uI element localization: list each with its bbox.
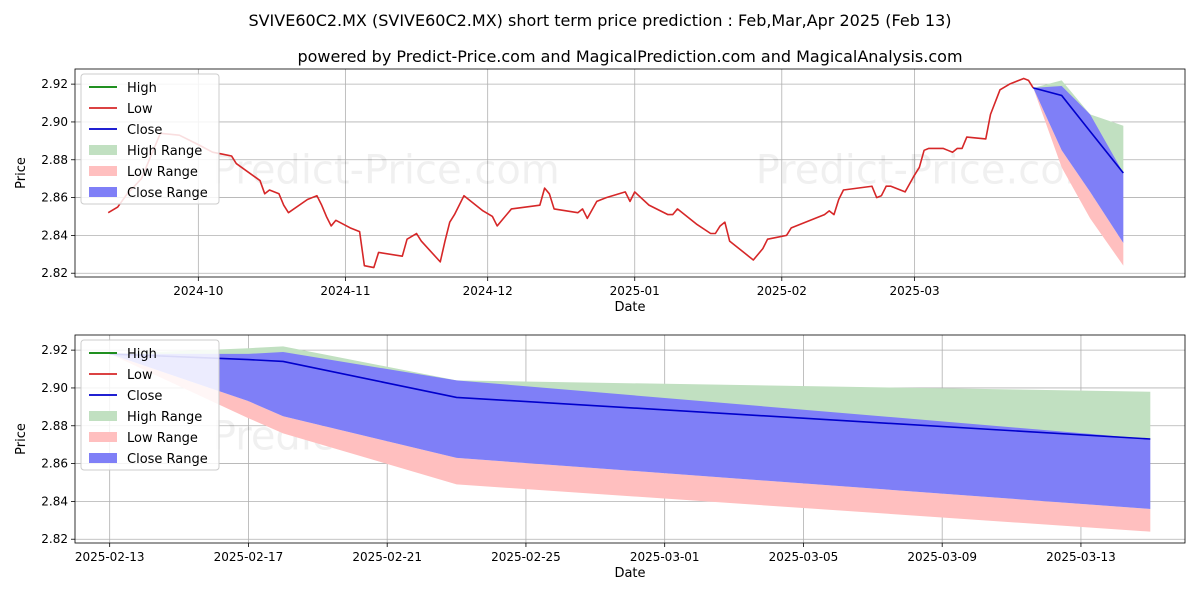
x-tick-label: 2025-03-13 <box>1046 550 1116 564</box>
x-tick-label: 2025-02-25 <box>491 550 561 564</box>
legend-entry: Close Range <box>127 186 208 201</box>
x-tick-label: 2025-03-05 <box>769 550 839 564</box>
y-tick-label: 2.86 <box>41 191 68 205</box>
x-tick-label: 2025-03-01 <box>630 550 700 564</box>
x-axis-label: Date <box>614 300 645 315</box>
legend-swatch-patch <box>89 166 117 176</box>
low-range-band <box>109 353 1151 532</box>
legend-entry: Close <box>127 123 162 138</box>
y-axis-label: Price <box>14 423 29 455</box>
x-axis-label: Date <box>614 566 645 581</box>
chart-subtitle: powered by Predict-Price.com and Magical… <box>297 47 962 66</box>
legend-entry: Close Range <box>127 452 208 467</box>
bottom-panel: 2025-02-13 2025-02-17 2025-02-21 2025-02-25… <box>14 334 1186 581</box>
legend-entry: Low Range <box>127 165 198 180</box>
plot-frame <box>74 334 1186 544</box>
legend-entry: Low <box>127 368 153 383</box>
watermark-left: Predict-Price.com <box>212 147 560 193</box>
y-tick-label: 2.88 <box>41 153 68 167</box>
legend-swatch-patch <box>89 145 117 155</box>
close-range-band <box>109 352 1151 509</box>
low-range-band <box>1033 87 1124 266</box>
legend-entry: High <box>127 81 157 96</box>
y-tick-label: 2.90 <box>41 115 68 129</box>
legend-entry: High <box>127 347 157 362</box>
y-tick-label: 2.90 <box>41 381 68 395</box>
y-tick-label: 2.86 <box>41 457 68 471</box>
plot-area <box>107 77 1124 269</box>
close-series-line <box>1032 87 1124 174</box>
legend-entry: High Range <box>127 144 202 159</box>
legend-swatch-patch <box>89 187 117 197</box>
legend-entry: Low <box>127 102 153 117</box>
x-tick-label: 2025-03 <box>890 284 940 298</box>
y-tick-label: 2.84 <box>41 494 68 508</box>
x-tick-label: 2025-02-21 <box>352 550 422 564</box>
y-axis-label: Price <box>14 157 29 189</box>
x-tick-label: 2024-12 <box>463 284 513 298</box>
close-range-band <box>1033 86 1124 243</box>
x-tick-label: 2024-10 <box>173 284 223 298</box>
top-panel: 2024-10 2024-11 2024-12 2025-01 2025-02 2025-… <box>14 68 1186 315</box>
legend-entry: High Range <box>127 410 202 425</box>
x-tick-label: 2025-03-09 <box>907 550 977 564</box>
legend: High Low Close High Range Low Range Close Ran… <box>80 339 220 471</box>
x-tick-label: 2025-02 <box>757 284 807 298</box>
low-series-line <box>107 77 1034 269</box>
y-tick-label: 2.88 <box>41 419 68 433</box>
y-tick-label: 2.92 <box>41 343 68 357</box>
watermark-right: Predict-Price.com <box>756 147 1104 193</box>
x-tick-label: 2025-02-17 <box>214 550 284 564</box>
x-tick-label: 2025-02-13 <box>75 550 145 564</box>
legend-entry: Close <box>127 389 162 404</box>
y-tick-label: 2.92 <box>41 77 68 91</box>
y-tick-label: 2.82 <box>41 532 68 546</box>
legend-swatch-patch <box>89 432 117 442</box>
y-tick-label: 2.84 <box>41 228 68 242</box>
legend-entry: Low Range <box>127 431 198 446</box>
x-tick-label: 2024-11 <box>320 284 370 298</box>
legend-swatch-patch <box>89 411 117 421</box>
plot-area <box>109 346 1151 532</box>
chart-title: SVIVE60C2.MX (SVIVE60C2.MX) short term p… <box>248 11 951 30</box>
legend: High Low Close High Range Low Range Close Ran… <box>80 73 220 205</box>
x-tick-label: 2025-01 <box>610 284 660 298</box>
plot-frame <box>74 68 1186 278</box>
legend-swatch-patch <box>89 453 117 463</box>
y-tick-label: 2.82 <box>41 266 68 280</box>
